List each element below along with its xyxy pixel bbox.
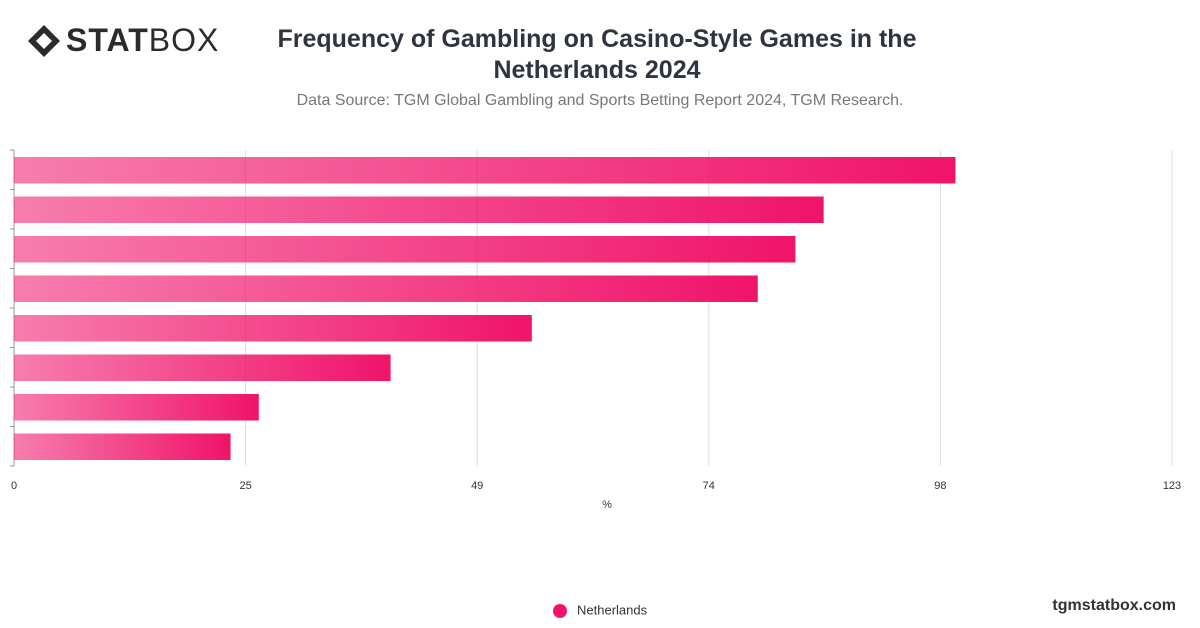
bar (14, 196, 824, 223)
chart-title: Frequency of Gambling on Casino-Style Ga… (277, 25, 917, 84)
x-axis-label: % (602, 499, 612, 511)
legend-label: Netherlands (577, 602, 648, 617)
x-tick-label: 98 (934, 480, 946, 492)
bar (14, 236, 796, 263)
footer: tgmstatbox.com (1052, 597, 1176, 614)
x-tick-label: 25 (239, 480, 251, 492)
logo: STAT BOX (26, 22, 219, 59)
bar (14, 354, 391, 381)
x-tick-label: 0 (11, 480, 17, 492)
x-tick-label: 74 (703, 480, 715, 492)
logo-text: BOX (148, 22, 220, 58)
bar (14, 394, 259, 421)
bar (14, 157, 956, 184)
legend-marker (553, 604, 567, 618)
bar (14, 275, 758, 302)
bar (14, 315, 532, 342)
bar (14, 433, 231, 460)
logo-text: STAT (66, 22, 149, 58)
logo-icon (28, 24, 60, 57)
x-tick-label: 123 (1163, 480, 1181, 492)
x-tick-label: 49 (471, 480, 483, 492)
chart-subtitle: Data Source: TGM Global Gambling and Spo… (296, 92, 904, 109)
